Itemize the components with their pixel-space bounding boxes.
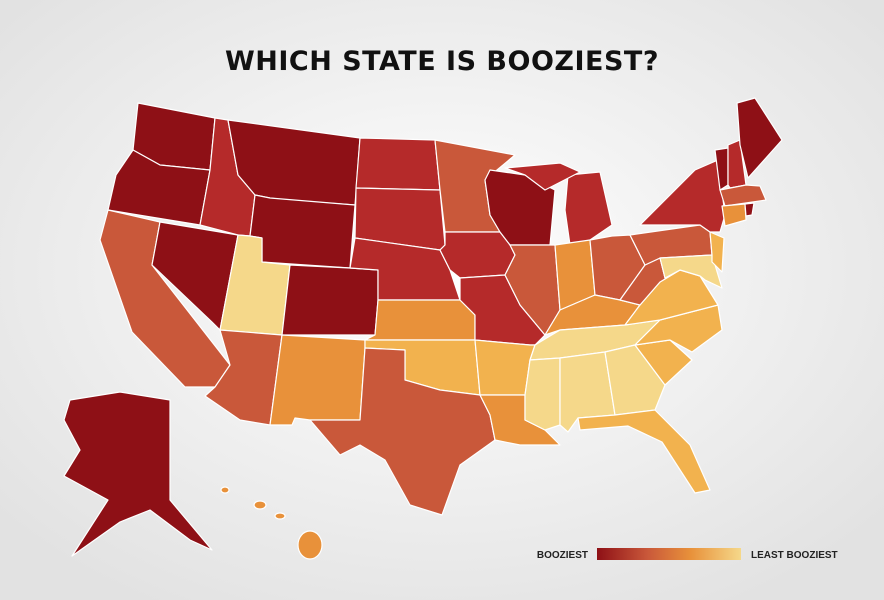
state [281, 264, 379, 336]
state [364, 299, 476, 341]
state [709, 231, 725, 273]
states [63, 97, 783, 560]
state [63, 391, 213, 557]
state [309, 347, 496, 516]
state [744, 202, 755, 217]
state [297, 530, 323, 560]
state [253, 500, 267, 510]
legend-label: BOOZIEST [537, 550, 588, 561]
state [249, 194, 356, 269]
state [736, 97, 783, 179]
state [220, 486, 230, 494]
state [439, 231, 516, 279]
state [355, 137, 441, 191]
legend: BOOZIEST LEAST BOOZIEST [537, 548, 838, 561]
state [151, 221, 239, 331]
map-title: WHICH STATE IS BOOZIEST? [225, 46, 659, 77]
state [719, 184, 767, 207]
legend-label: LEAST BOOZIEST [751, 550, 838, 561]
state [269, 334, 366, 426]
state [604, 344, 666, 416]
state [577, 409, 711, 494]
state [721, 203, 747, 227]
state [274, 512, 286, 520]
legend-scale [597, 548, 741, 560]
state [504, 162, 581, 191]
state [524, 357, 561, 431]
